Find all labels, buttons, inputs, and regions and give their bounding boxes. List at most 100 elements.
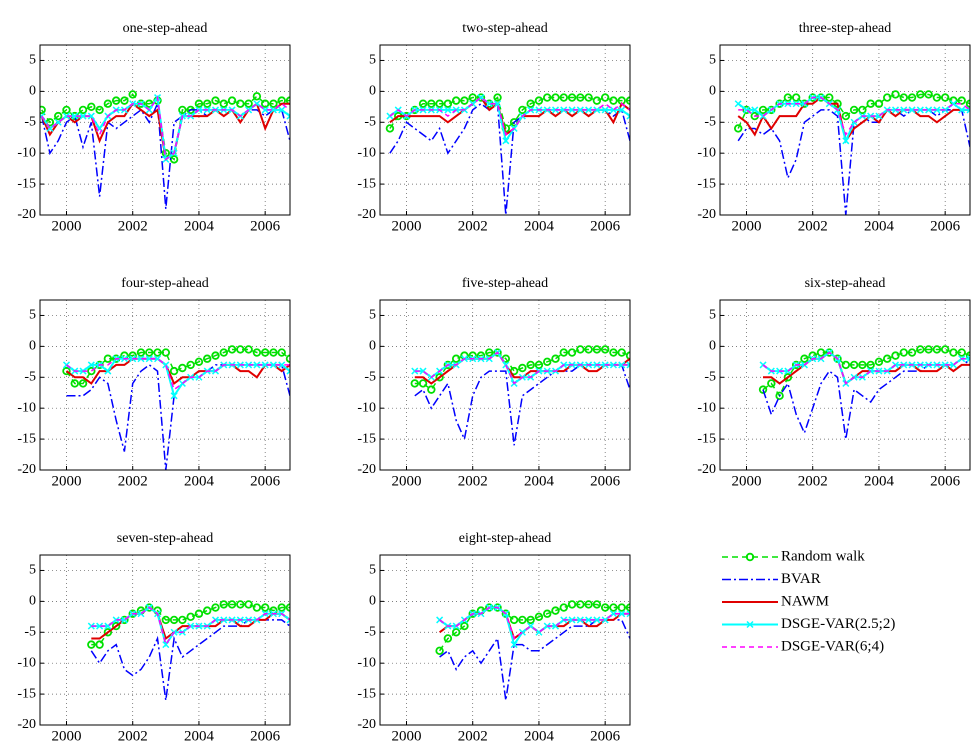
y-tick-label: -15 [697, 431, 716, 446]
y-tick-label: 0 [29, 594, 36, 609]
series-group [410, 345, 630, 446]
point-marker [285, 603, 290, 612]
axes-frame [39, 44, 291, 216]
point-marker [559, 348, 568, 357]
point-marker [543, 609, 552, 618]
point-marker [617, 348, 626, 357]
point-marker [120, 96, 129, 105]
point-marker [502, 361, 510, 369]
y-tick-label: -20 [17, 462, 36, 477]
point-marker [734, 124, 743, 133]
point-marker [866, 99, 875, 108]
point-marker [236, 99, 245, 108]
point-marker [551, 354, 560, 363]
y-tick-label: 0 [29, 339, 36, 354]
y-tick-label: -15 [17, 686, 36, 701]
y-tick-label: -20 [17, 207, 36, 222]
point-marker [518, 363, 527, 373]
y-tick-label: 0 [709, 84, 716, 99]
point-marker [286, 112, 290, 120]
point-marker [194, 357, 204, 367]
point-marker [435, 99, 444, 108]
point-marker [211, 603, 220, 612]
point-marker [618, 610, 626, 618]
x-tick-label: 2002 [118, 473, 148, 489]
point-marker [203, 354, 212, 363]
point-marker [87, 640, 96, 649]
point-marker [95, 105, 104, 115]
y-tick-label: 0 [369, 594, 376, 609]
point-marker [494, 100, 502, 108]
y-tick-label: -5 [364, 624, 376, 639]
point-marker [907, 93, 917, 102]
x-tick-label: 2002 [798, 473, 828, 489]
x-tick-label: 2006 [930, 473, 961, 489]
point-marker [161, 615, 171, 625]
point-marker [932, 345, 942, 354]
y-tick-label: -15 [697, 176, 716, 191]
point-marker [957, 96, 966, 105]
series-line [763, 351, 970, 386]
y-tick-label: -20 [697, 207, 716, 222]
panel: eight-step-ahead -20 -15 -10 -5 0 5 2000 2002 200… [357, 531, 631, 742]
point-marker [443, 634, 453, 643]
point-marker [625, 96, 630, 105]
point-marker [758, 385, 768, 394]
point-marker [925, 106, 933, 114]
axes-frame [379, 44, 631, 216]
y-tick-label: -20 [697, 462, 716, 477]
point-marker [178, 615, 187, 625]
panel-title: five-step-ahead [462, 276, 548, 291]
point-marker [236, 600, 245, 609]
point-marker [128, 90, 137, 99]
panel-title: one-step-ahead [123, 21, 208, 36]
point-marker [568, 106, 576, 114]
legend-label: DSGE-VAR(2.5;2) [781, 616, 895, 632]
series-line [65, 357, 290, 386]
point-marker [585, 106, 593, 114]
plot-area [380, 300, 630, 470]
y-tick-label: -15 [357, 176, 376, 191]
point-marker [568, 616, 576, 624]
point-marker [269, 348, 278, 357]
point-marker [244, 345, 253, 354]
x-tick-label: 2000 [731, 218, 761, 234]
point-marker [551, 606, 560, 615]
point-marker [252, 348, 262, 357]
point-marker [71, 112, 79, 120]
point-marker [435, 646, 444, 656]
point-marker [908, 106, 916, 114]
point-marker [485, 348, 494, 357]
point-marker [534, 612, 544, 622]
y-tick-label: -5 [704, 114, 716, 129]
point-marker [957, 348, 966, 357]
point-marker [584, 345, 593, 354]
point-marker [476, 93, 486, 102]
panel: seven-step-ahead -20 -15 -10 -5 0 5 2000 2002 200… [17, 531, 291, 742]
y-tick-label: -10 [697, 145, 716, 160]
point-marker [104, 367, 112, 375]
point-marker [485, 100, 493, 108]
point-marker [965, 351, 970, 360]
point-marker [618, 361, 626, 369]
point-marker [286, 616, 290, 624]
y-tick-label: 5 [369, 308, 376, 323]
point-marker [87, 112, 95, 120]
point-marker [260, 348, 270, 357]
point-marker [186, 360, 195, 370]
point-marker [609, 361, 617, 369]
point-marker [833, 354, 842, 363]
point-marker [858, 105, 867, 115]
y-tick-label: 5 [369, 53, 376, 68]
legend-marker [746, 620, 754, 629]
plot-area [380, 555, 630, 725]
point-marker [592, 345, 602, 354]
point-marker [169, 366, 179, 376]
y-tick-label: 5 [29, 308, 36, 323]
point-marker [899, 348, 908, 357]
x-tick-label: 2000 [731, 473, 761, 489]
panel-title: six-step-ahead [805, 276, 886, 291]
series-line [91, 606, 290, 647]
point-marker [949, 348, 958, 357]
axes-frame [379, 554, 631, 726]
